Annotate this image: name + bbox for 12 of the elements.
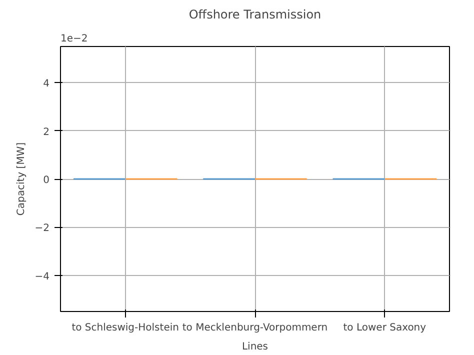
x-tick-label: to Schleswig-Holstein — [72, 322, 179, 334]
y-tick-label: 2 — [43, 126, 50, 138]
y-tick-label: 4 — [43, 78, 50, 90]
x-tick-label: to Lower Saxony — [343, 322, 426, 334]
x-axis-title: Lines — [242, 342, 268, 352]
text: 1e−2 — [60, 34, 88, 44]
chart-title: Offshore Transmission — [188, 8, 322, 22]
x-tick-label: to Mecklenburg-Vorpommern — [182, 322, 328, 334]
y-axis-title: Capacity [MW] — [16, 142, 27, 216]
y-tick-label: 0 — [43, 175, 50, 186]
y-tick-label: −4 — [34, 271, 50, 282]
y-tick-label: −2 — [34, 223, 50, 234]
